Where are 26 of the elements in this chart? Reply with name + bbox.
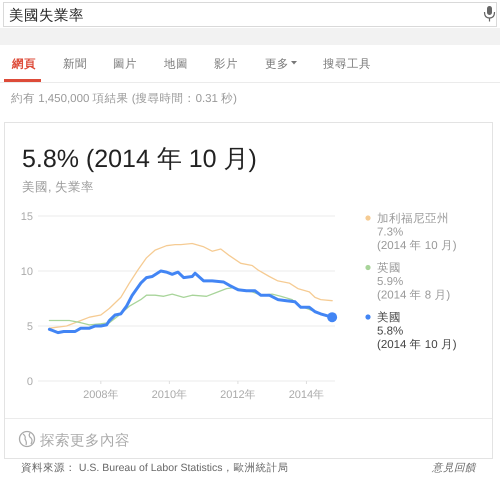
x-tick-label: 2014年: [288, 389, 324, 401]
text: 影片: [214, 58, 238, 70]
text: 約有 1,450,000 項結果 (搜尋時間：0.31 秒): [11, 92, 238, 105]
text: 意見回饋: [431, 462, 477, 474]
legend-label: 美國 5.8% (2014 年 10 月): [377, 310, 457, 351]
line-series: [48, 242, 333, 329]
text: 新聞: [63, 56, 87, 70]
x-tick-label: 2010年: [152, 389, 188, 401]
x-tick-label: 2008年: [83, 389, 119, 401]
text: 地圖: [163, 58, 188, 70]
text: 網頁: [11, 58, 36, 70]
source-note: 資料來源： U.S. Bureau of Labor Statistics，歐洲統計局: [21, 461, 288, 474]
chart-subtitle: 美國, 失業率: [22, 179, 94, 194]
x-tick-label: 2012年: [220, 389, 256, 401]
y-tick-label: 0: [26, 376, 33, 388]
y-tick-label: 15: [20, 211, 33, 223]
legend-label: 加利福尼亞州 7.3% (2014 年 10 月): [377, 212, 457, 252]
chart-title: 5.8% (2014 年 10 月): [22, 145, 257, 173]
legend-label: 英國 5.9% (2014 年 8 月): [377, 262, 450, 302]
text: 探索更多內容: [40, 432, 130, 449]
y-tick-label: 5: [26, 321, 33, 333]
text: 搜尋工具: [323, 58, 371, 70]
text: 美國失業率: [9, 7, 84, 24]
text: 圖片: [113, 58, 137, 70]
text: 更多: [265, 58, 289, 70]
y-tick-label: 10: [20, 266, 33, 278]
